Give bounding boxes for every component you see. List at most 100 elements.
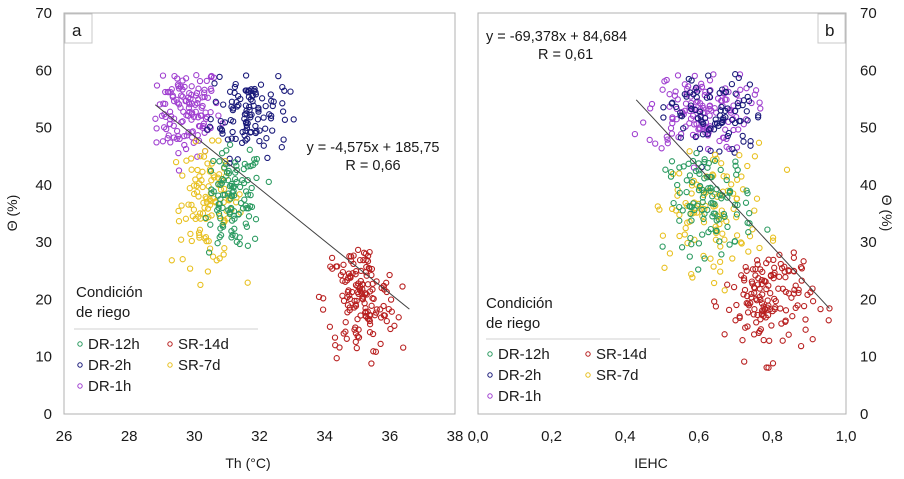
data-point xyxy=(279,100,286,107)
data-point xyxy=(186,265,194,272)
data-point xyxy=(792,282,799,289)
x-tick-label: 32 xyxy=(251,428,268,445)
data-point xyxy=(736,117,743,125)
data-point xyxy=(219,175,226,183)
data-point xyxy=(712,236,720,243)
data-point xyxy=(361,290,369,297)
data-point xyxy=(733,176,741,183)
data-point xyxy=(685,160,692,167)
data-point xyxy=(765,364,772,371)
data-point xyxy=(153,82,161,89)
data-point xyxy=(264,154,271,162)
data-point xyxy=(740,291,747,298)
data-point xyxy=(743,187,750,194)
data-point xyxy=(207,109,214,116)
legend-label: DR-1h xyxy=(88,378,131,395)
data-point xyxy=(751,285,759,292)
data-point xyxy=(723,176,730,184)
x-ticks: 0,0 0,2 0,4 0,6 0,8 1,0 xyxy=(468,428,857,445)
data-point xyxy=(219,130,226,137)
data-point xyxy=(736,314,743,322)
data-point xyxy=(668,205,676,213)
data-point xyxy=(719,230,726,237)
data-point xyxy=(791,286,798,293)
data-point xyxy=(754,114,762,121)
data-point xyxy=(750,284,758,291)
data-point xyxy=(229,128,236,136)
y-tick-label: 20 xyxy=(35,291,52,308)
x-tick-label: 0,2 xyxy=(541,428,562,445)
data-point xyxy=(742,263,749,271)
data-point xyxy=(195,85,202,92)
data-point xyxy=(257,81,265,88)
trendline-r: R = 0,66 xyxy=(345,158,400,174)
data-point xyxy=(676,164,683,171)
data-point xyxy=(204,205,212,212)
data-point xyxy=(664,140,671,147)
data-point xyxy=(221,119,229,126)
legend: Condición de riego DR-12h SR-14d DR-2h SR-7… xyxy=(486,295,660,405)
data-point xyxy=(738,240,745,247)
data-point xyxy=(352,271,359,278)
data-point xyxy=(757,296,764,304)
legend-item-dr-1h: DR-1h xyxy=(487,388,541,405)
x-axis-label: Th (°C) xyxy=(225,455,270,471)
data-point xyxy=(207,116,214,123)
data-point xyxy=(742,199,750,206)
data-point xyxy=(182,97,189,105)
data-point xyxy=(279,108,287,115)
data-point xyxy=(205,249,213,256)
data-point xyxy=(248,86,255,93)
data-point xyxy=(178,92,185,99)
data-point xyxy=(350,260,357,268)
data-point xyxy=(706,102,714,109)
data-point xyxy=(757,105,764,112)
data-point xyxy=(189,128,196,135)
data-point xyxy=(176,135,183,143)
data-point xyxy=(280,136,287,143)
data-point xyxy=(667,173,675,180)
data-point xyxy=(674,181,681,189)
data-point xyxy=(221,164,228,171)
data-point xyxy=(744,162,751,170)
data-point xyxy=(169,93,176,101)
data-point xyxy=(757,316,764,323)
data-point xyxy=(227,116,234,124)
data-point xyxy=(725,306,733,314)
data-point xyxy=(790,254,798,261)
data-point xyxy=(746,81,754,88)
data-point xyxy=(251,235,259,242)
data-point xyxy=(204,160,211,167)
data-point xyxy=(674,96,681,103)
data-point xyxy=(210,195,217,202)
data-point xyxy=(659,86,666,93)
data-point xyxy=(751,306,758,313)
data-point xyxy=(661,264,668,271)
data-point xyxy=(201,148,209,155)
data-point xyxy=(692,133,699,141)
data-point xyxy=(352,324,359,331)
data-point xyxy=(386,271,393,279)
data-point xyxy=(175,167,183,174)
data-point xyxy=(721,213,728,220)
data-point xyxy=(193,182,200,190)
data-point xyxy=(255,108,262,115)
data-point xyxy=(717,166,724,174)
data-point xyxy=(745,248,752,255)
data-point xyxy=(744,292,751,300)
data-point xyxy=(775,285,782,292)
data-point xyxy=(704,174,711,181)
data-point xyxy=(203,77,210,85)
data-point xyxy=(249,161,257,169)
data-point xyxy=(764,226,771,233)
data-point xyxy=(718,195,725,202)
data-point xyxy=(724,105,731,112)
data-point xyxy=(209,137,216,144)
data-point xyxy=(739,337,746,344)
data-point xyxy=(188,111,196,118)
series-dr-12h xyxy=(202,141,272,256)
data-point xyxy=(153,125,160,132)
data-point xyxy=(663,133,670,140)
data-point xyxy=(767,290,774,297)
data-point xyxy=(227,195,234,202)
